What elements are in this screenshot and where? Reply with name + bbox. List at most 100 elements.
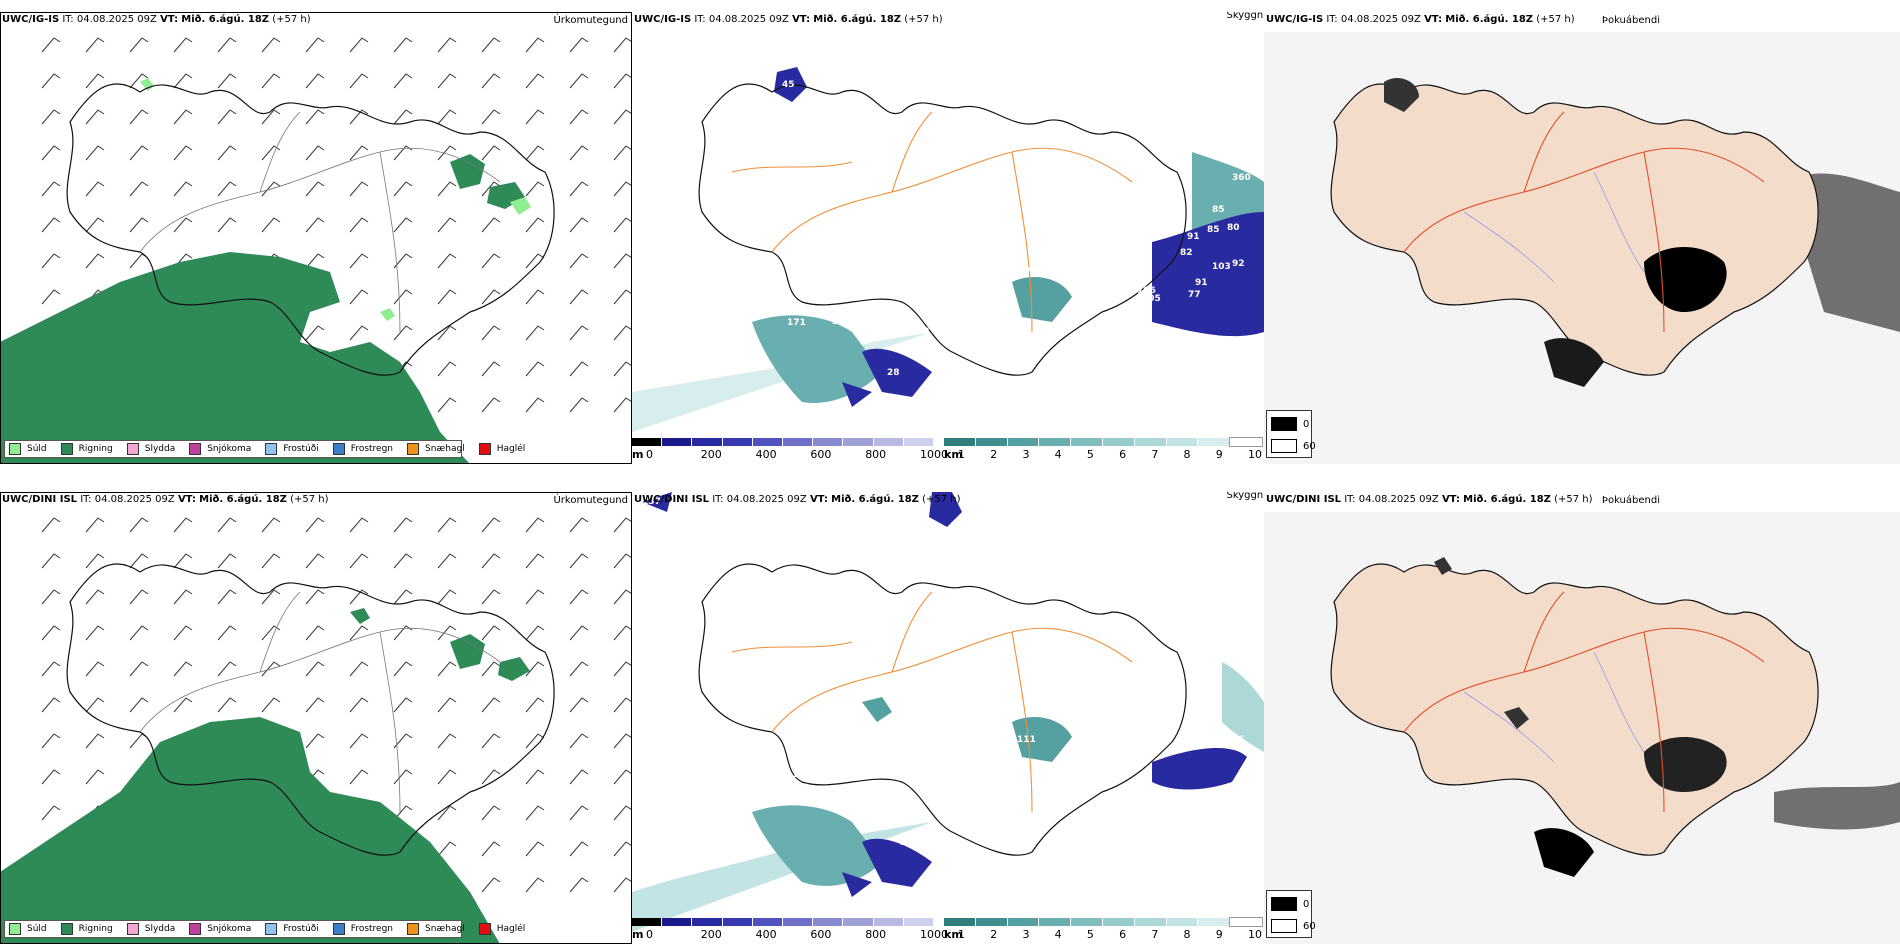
wind-barb: [173, 109, 193, 125]
wind-barb: [525, 877, 545, 893]
wind-barb: [569, 217, 589, 233]
rivers: [1463, 651, 1645, 763]
wind-barb: [613, 325, 632, 341]
wind-barb: [305, 73, 325, 89]
ceiling-label: 142: [792, 770, 811, 780]
model-name: UWC/DINI ISL: [2, 494, 78, 505]
legend-label: Snjókoma: [207, 924, 252, 934]
ceiling-label: 60: [920, 790, 933, 800]
wind-barb: [525, 589, 545, 605]
colorbar-tick: 6: [1119, 928, 1127, 941]
legend-swatch: [9, 443, 21, 455]
wind-barb: [393, 109, 413, 125]
wind-barb: [41, 181, 61, 197]
colorbar-tick: 3: [1022, 928, 1030, 941]
colorbar-segment: [1102, 918, 1135, 926]
wind-barb: [437, 625, 457, 641]
ceiling-label: 80: [1227, 223, 1240, 233]
fog-dark-south: [1544, 338, 1604, 387]
wind-barb: [569, 589, 589, 605]
wind-barb: [349, 697, 369, 713]
legend-swatch: [60, 923, 73, 935]
wind-barb: [525, 73, 545, 89]
wind-barb: [305, 589, 325, 605]
wind-barb: [41, 73, 61, 89]
panel-header: UWC/IG-IS IT: 04.08.2025 09Z VT: Mið. 6.…: [2, 14, 311, 25]
colorbar-segment: [873, 918, 904, 926]
wind-barb: [437, 73, 457, 89]
precip-type-panel-row1: UWC/IG-IS IT: 04.08.2025 09Z VT: Mið. 6.…: [0, 12, 632, 464]
cloud-ceiling-panel-row2: UWC/DINI ISL IT: 04.08.2025 09Z VT: Mið.…: [632, 492, 1264, 944]
wind-barb: [613, 877, 632, 893]
wind-barb: [41, 805, 61, 821]
wind-barb: [569, 697, 589, 713]
ceiling-label: 36: [900, 838, 913, 848]
wind-barb: [129, 181, 149, 197]
precip-legend-item: Haglél: [478, 923, 525, 935]
wind-barb: [305, 37, 325, 53]
wind-barb: [305, 553, 325, 569]
wind-barb: [569, 877, 589, 893]
colorbar-segment: [782, 438, 814, 446]
wind-barb: [305, 325, 325, 341]
wind-barb: [613, 217, 632, 233]
rain-area: [0, 717, 500, 944]
wind-barb: [41, 145, 61, 161]
precip-legend-item: Frostúði: [265, 923, 319, 935]
colorbar-segment: [1166, 918, 1199, 926]
colorbar-unit: km: [944, 928, 963, 941]
wind-barb: [393, 181, 413, 197]
visibility-ticks: km 1 2 3 4 5 6 7 8 9 10: [944, 928, 1262, 942]
visibility-colorbar: [944, 917, 1263, 927]
precip-legend-item: Slydda: [126, 923, 175, 935]
wind-barb: [129, 589, 149, 605]
ceiling-area-north: [774, 67, 807, 102]
roads: [139, 591, 501, 813]
legend-label: Súld: [27, 444, 47, 454]
colorbar-tick: 6: [1119, 448, 1127, 461]
legend-label: Haglél: [496, 444, 526, 454]
wind-barb: [349, 661, 369, 677]
wind-barb: [569, 181, 589, 197]
wind-barb: [437, 397, 457, 413]
wind-barb: [481, 361, 501, 377]
wind-barb: [85, 217, 105, 233]
ceiling-area-east: [1152, 747, 1247, 790]
wind-barb: [217, 589, 237, 605]
wind-barb: [525, 553, 545, 569]
precip-legend-item: Snjókoma: [189, 443, 251, 455]
precip-legend-item: Haglél: [478, 443, 526, 455]
fog-map: [1264, 512, 1900, 944]
colorbar-segment: [1071, 438, 1103, 446]
legend-swatch: [478, 923, 491, 935]
wind-barb: [569, 733, 589, 749]
wind-barb: [481, 181, 501, 197]
wind-barb: [437, 553, 457, 569]
ceiling-area-east: [1152, 212, 1264, 337]
wind-barb: [393, 805, 413, 821]
fog-legend-swatch-0: [1271, 897, 1297, 911]
ceiling-label: 186: [1092, 675, 1111, 685]
wind-barb: [173, 697, 193, 713]
iceland-coast: [66, 83, 555, 376]
legend-swatch: [189, 443, 202, 455]
wind-barb: [85, 37, 105, 53]
wind-barb: [173, 181, 193, 197]
ceiling-label: 105: [1142, 294, 1161, 304]
wind-barb: [41, 769, 61, 785]
wind-barb: [217, 145, 237, 161]
wind-barb: [349, 589, 369, 605]
colorbar-tick: 10: [1248, 448, 1262, 461]
wind-barb: [305, 145, 325, 161]
wind-barb: [525, 253, 545, 269]
panel-title: Úrkomutegund: [553, 15, 628, 26]
wind-barb: [437, 697, 457, 713]
wind-barb: [393, 769, 413, 785]
precip-legend-item: Súld: [9, 443, 47, 455]
precip-map: [0, 517, 632, 944]
wind-barb: [481, 877, 501, 893]
fog-legend-swatch-60: [1271, 439, 1297, 453]
ceiling-label: 16: [1102, 750, 1115, 760]
legend-swatch: [407, 443, 420, 455]
